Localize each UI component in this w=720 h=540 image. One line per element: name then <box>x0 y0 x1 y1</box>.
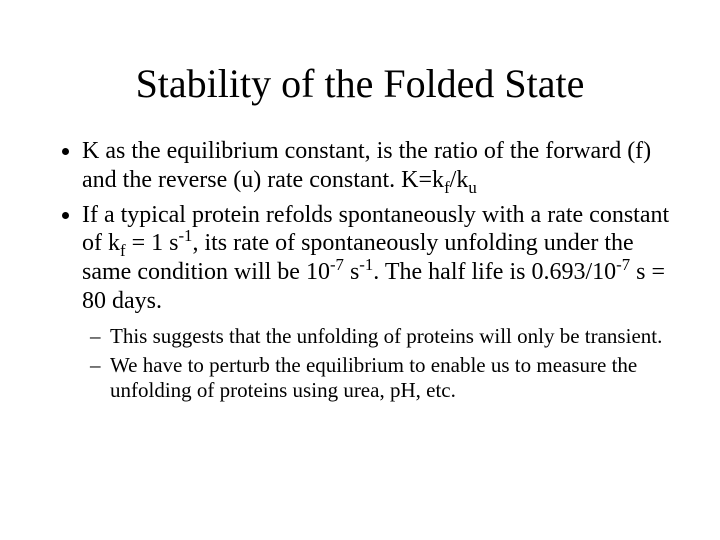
bullet1-text-a: K as the equilibrium constant, is the ra… <box>82 138 651 193</box>
bullet2-text-d: s <box>344 259 359 285</box>
bullet2-sup-2: -7 <box>330 255 344 274</box>
bullet2-text-e: . The half life is 0.693/10 <box>373 259 616 285</box>
slide-title: Stability of the Folded State <box>50 60 670 107</box>
sub-bullet-2: We have to perturb the equilibrium to en… <box>110 353 670 403</box>
bullet2-sup-3: -1 <box>359 255 373 274</box>
bullet-list: K as the equilibrium constant, is the ra… <box>50 137 670 403</box>
bullet2-text-b: = 1 s <box>126 230 179 256</box>
sub-bullet-1: This suggests that the unfolding of prot… <box>110 324 670 349</box>
bullet1-text-b: /k <box>450 167 469 193</box>
bullet2-sup-4: -7 <box>616 255 630 274</box>
bullet-item-2: If a typical protein refolds spontaneous… <box>82 201 670 404</box>
slide-container: Stability of the Folded State K as the e… <box>0 0 720 540</box>
bullet2-sup-1: -1 <box>178 226 192 245</box>
bullet1-sub-u: u <box>468 178 476 197</box>
sub-bullet-list: This suggests that the unfolding of prot… <box>82 324 670 404</box>
bullet-item-1: K as the equilibrium constant, is the ra… <box>82 137 670 195</box>
